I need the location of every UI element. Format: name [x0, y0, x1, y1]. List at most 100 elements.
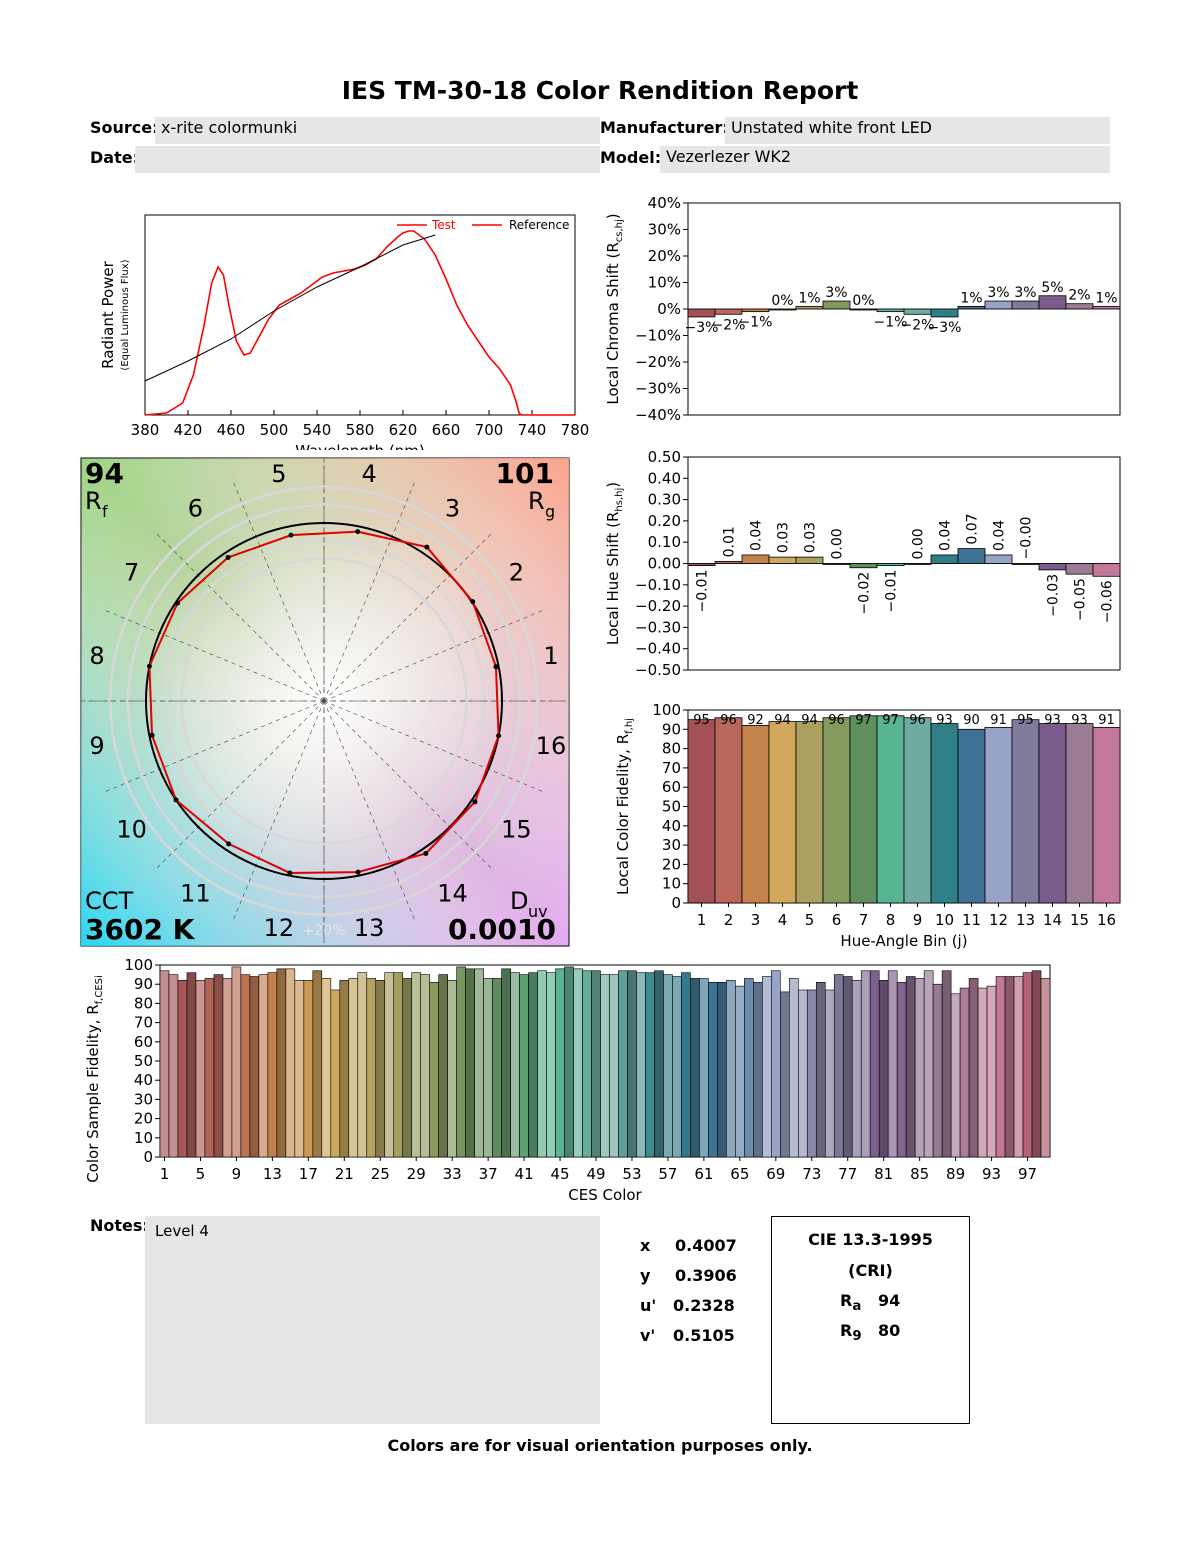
ces-bar: [860, 970, 871, 1158]
vector-test-point: [287, 870, 293, 876]
ces-bar: [411, 972, 422, 1158]
hue-bar-label: 0.03: [776, 522, 792, 553]
chroma-ylabel: Local Chroma Shift (Rcs,hj): [604, 213, 625, 404]
fidelity-bar-label: 93: [1071, 713, 1088, 728]
ces-bar: [213, 974, 224, 1158]
spd-tick-label: 500: [260, 421, 289, 439]
fidelity-bar-label: 96: [909, 713, 926, 728]
ces-ylabel: Color Sample Fidelity, Rf,CESi: [84, 975, 105, 1183]
ces-xtick-label: 9: [232, 1165, 242, 1183]
rg-label: R: [528, 487, 545, 515]
chroma-bar-label: 0%: [771, 293, 793, 309]
manufacturer-label: Manufacturer:: [600, 118, 729, 137]
hue-bar-label: −0.02: [857, 572, 873, 615]
fidelity-xtick-label: 4: [778, 911, 788, 929]
hue-bar: [876, 563, 905, 567]
ces-xtick-label: 85: [910, 1165, 929, 1183]
vector-bin-label: 6: [188, 495, 203, 523]
ces-bar: [429, 981, 439, 1158]
ces-bar: [186, 972, 197, 1158]
fidelity-xlabel: Hue-Angle Bin (j): [840, 932, 967, 950]
fidelity-ytick-label: 50: [662, 798, 681, 816]
fidelity-ytick-label: 70: [662, 759, 681, 777]
cri-subtitle: (CRI): [848, 1261, 893, 1280]
hue-bar-label: 0.07: [965, 513, 981, 544]
hue-bar-label: 0.04: [992, 520, 1008, 551]
ces-xtick-label: 81: [874, 1165, 893, 1183]
ces-bar: [555, 968, 565, 1158]
duv-value: 0.0010: [448, 913, 556, 946]
fidelity-bar: [876, 715, 905, 904]
vector-test-point: [355, 869, 361, 875]
vector-bin-label: 12: [264, 914, 295, 942]
fidelity-xtick-label: 7: [859, 911, 869, 929]
fidelity-bar: [795, 721, 824, 904]
vector-test-point: [288, 532, 294, 538]
coord-y-label: y: [640, 1266, 651, 1285]
fidelity-ytick-label: 10: [662, 875, 681, 893]
chroma-bar: [687, 308, 716, 318]
ces-xtick-label: 49: [586, 1165, 605, 1183]
hue-bar: [957, 548, 986, 564]
fidelity-bar-label: 91: [990, 713, 1007, 728]
ces-bar: [914, 978, 925, 1158]
chroma-bar: [876, 308, 905, 313]
hue-bar: [930, 554, 959, 564]
chroma-shift-chart: 40%30%20%10%0%−10%−20%−30%−40%−3%−2%−1%0…: [604, 194, 1121, 424]
vector-bin-label: 11: [180, 879, 211, 907]
ces-bar: [726, 980, 736, 1158]
chroma-bar-label: 1%: [1095, 290, 1117, 306]
fidelity-bar-label: 96: [828, 713, 845, 728]
vector-test-point: [174, 600, 180, 606]
chroma-ytick-label: 30%: [648, 221, 681, 239]
hue-ytick-label: 0.50: [648, 448, 681, 466]
hue-bar: [741, 554, 770, 564]
vector-bin-boundary: [153, 700, 325, 872]
ces-xtick-label: 69: [766, 1165, 785, 1183]
chroma-bar-label: 1%: [960, 290, 982, 306]
ces-bar: [636, 972, 646, 1158]
ces-bar: [348, 978, 359, 1158]
ces-ytick-label: 40: [134, 1071, 153, 1089]
fidelity-bar: [984, 726, 1013, 904]
fidelity-bar-label: 91: [1098, 713, 1115, 728]
vector-bin-boundary: [153, 530, 325, 702]
fidelity-ytick-label: 40: [662, 817, 681, 835]
fidelity-bar-label: 95: [693, 713, 710, 728]
fidelity-bar-label: 92: [747, 713, 764, 728]
vector-test-point: [173, 797, 179, 803]
ra-value: 94: [878, 1291, 901, 1310]
chroma-bar: [930, 308, 959, 318]
ces-bar: [357, 972, 368, 1158]
ces-bar: [438, 974, 448, 1158]
cri-box: [771, 1216, 970, 1424]
fidelity-xtick-label: 6: [832, 911, 842, 929]
vector-bin-boundary: [323, 608, 547, 702]
hue-bar-label: 0.00: [830, 528, 846, 559]
chroma-bar: [822, 300, 851, 310]
ces-bar: [959, 987, 970, 1158]
ces-bar: [339, 980, 350, 1158]
ces-bar: [294, 980, 305, 1158]
ces-bar: [645, 972, 655, 1158]
hue-bar-label: 0.01: [722, 526, 738, 557]
ces-bar: [735, 985, 745, 1158]
ces-bar: [780, 991, 790, 1158]
ces-bar: [204, 978, 215, 1158]
chroma-bar-label: 3%: [1014, 285, 1036, 301]
vector-test-point: [470, 599, 476, 605]
rg-sub: g: [545, 502, 555, 521]
fidelity-bar-label: 94: [801, 713, 818, 728]
ces-bar: [1004, 976, 1015, 1158]
ces-bar: [267, 972, 278, 1158]
source-field: x-rite colormunki: [155, 117, 600, 144]
vector-bin-label: 10: [116, 816, 147, 844]
ces-bar: [384, 972, 395, 1158]
ces-bar: [528, 972, 538, 1158]
hue-ytick-label: −0.30: [635, 618, 681, 636]
ces-bar: [627, 970, 637, 1158]
ces-bar: [771, 970, 781, 1158]
ces-bar: [717, 981, 727, 1158]
ces-bar: [968, 978, 979, 1158]
